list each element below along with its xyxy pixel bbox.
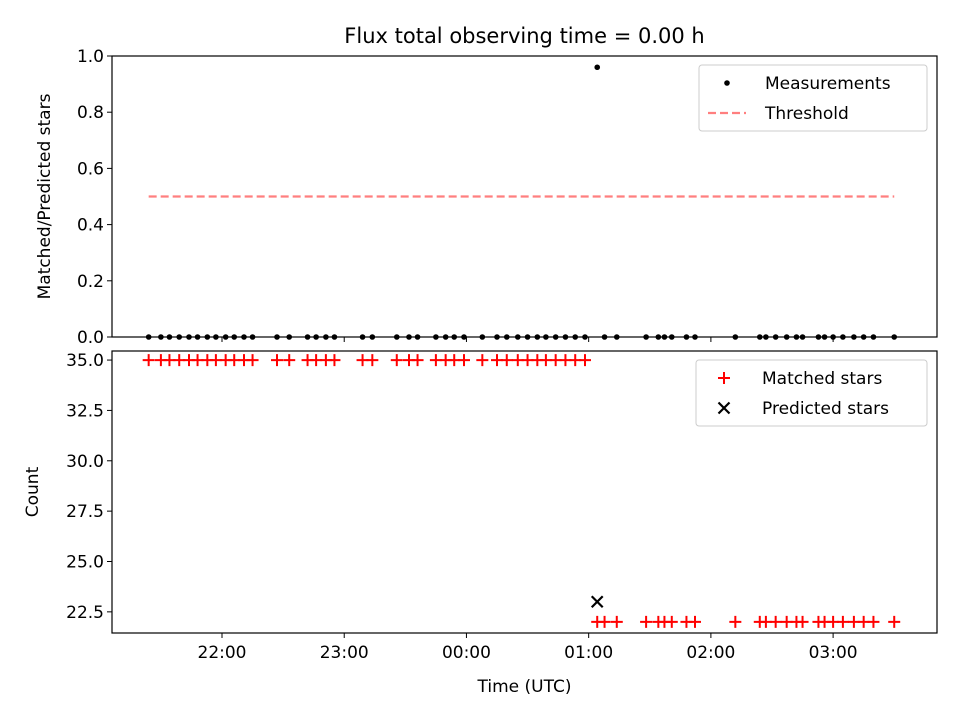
y-tick-label: 1.0 xyxy=(77,47,104,67)
y-tick-label: 27.5 xyxy=(66,502,104,522)
matched-point xyxy=(246,354,259,367)
x-tick-label: 02:00 xyxy=(686,643,735,663)
y-axis-label: Count xyxy=(23,466,43,517)
y-tick-label: 0.8 xyxy=(77,103,104,123)
matched-point xyxy=(458,354,470,367)
x-tick-label: 03:00 xyxy=(809,643,858,663)
predicted-point xyxy=(590,595,604,609)
legend-label: Measurements xyxy=(765,74,891,94)
matched-point xyxy=(283,354,296,367)
panel-count: 22.5 25.0 27.5 30.0 32.5 35.0 22:00 23:00 00:00 0… xyxy=(23,350,938,697)
y-tick-label: 0.2 xyxy=(77,272,104,292)
matched-point xyxy=(598,615,611,628)
matched-point xyxy=(271,354,283,367)
y-axis-label: Matched/Predicted stars xyxy=(35,93,55,299)
matched-point xyxy=(579,354,591,367)
data-point xyxy=(594,64,601,71)
matched-point xyxy=(769,615,782,628)
axes-frame xyxy=(111,350,938,634)
chart-title: Flux total observing time = 0.00 h xyxy=(344,24,704,48)
legend-box xyxy=(698,64,928,132)
legend-label: Threshold xyxy=(764,104,849,124)
matched-point xyxy=(867,615,880,628)
panel-ratio: 0.0 0.2 0.4 0.6 0.8 1.0 Matched/Predicted star… xyxy=(35,24,938,348)
legend: Measurements Threshold xyxy=(698,64,928,132)
y-tick-label: 0.4 xyxy=(77,216,104,236)
y-tick-label: 0.0 xyxy=(77,328,104,348)
y-tick-label: 30.0 xyxy=(66,452,104,472)
matched-point xyxy=(888,615,901,628)
x-tick-label: 01:00 xyxy=(564,643,613,663)
legend-swatch xyxy=(717,401,731,415)
series-matched-stars xyxy=(142,354,901,628)
legend-label: Predicted stars xyxy=(762,399,889,419)
x-tick-label: 23:00 xyxy=(320,643,369,663)
legend-swatch xyxy=(718,372,730,384)
matched-point xyxy=(836,615,849,628)
legend-box xyxy=(695,359,928,427)
matched-point xyxy=(640,615,653,628)
y-tick-label: 25.0 xyxy=(66,552,104,572)
matched-point xyxy=(411,354,424,367)
axes-frame xyxy=(111,55,938,338)
matched-point xyxy=(142,354,155,367)
matched-point xyxy=(729,615,742,628)
matched-point xyxy=(500,354,513,367)
y-tick-label: 35.0 xyxy=(66,351,104,371)
matched-point xyxy=(390,354,403,367)
matched-point xyxy=(328,354,341,367)
matched-point xyxy=(665,615,678,628)
matched-point xyxy=(476,354,489,367)
legend: Matched stars Predicted stars xyxy=(695,359,928,427)
legend-label: Matched stars xyxy=(762,369,882,389)
matched-point xyxy=(366,354,379,367)
x-tick-label: 00:00 xyxy=(442,643,491,663)
y-tick-label: 22.5 xyxy=(66,603,104,623)
matched-point xyxy=(610,615,623,628)
series-predicted-stars xyxy=(590,595,604,609)
matched-point xyxy=(689,615,701,628)
legend-swatch xyxy=(724,80,730,86)
matched-point xyxy=(796,615,809,628)
y-tick-label: 0.6 xyxy=(77,159,104,179)
x-axis-label: Time (UTC) xyxy=(477,677,572,697)
y-tick-label: 32.5 xyxy=(66,401,104,421)
x-tick-label: 22:00 xyxy=(198,643,247,663)
